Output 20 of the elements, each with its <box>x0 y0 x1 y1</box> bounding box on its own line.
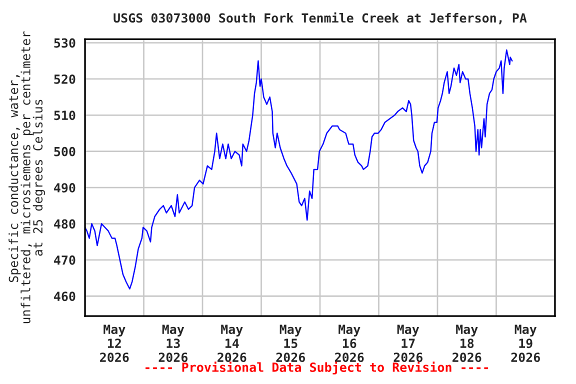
y-tick-label: 500 <box>54 146 76 156</box>
x-tick-label: May 13 2026 <box>158 324 188 362</box>
x-tick-label: May 12 2026 <box>100 324 129 362</box>
x-tick-label: May 17 2026 <box>394 324 422 362</box>
y-axis-title: Specific conductance, water, unfiltered, microsiemens per centimeter at 25 degrees Celsius <box>8 31 46 324</box>
y-tick-label: 530 <box>54 38 76 48</box>
y-tick-label: 480 <box>54 219 76 229</box>
y-tick-label: 470 <box>54 255 76 265</box>
x-tick-label: May 14 2026 <box>218 324 246 362</box>
x-tick-label: May 19 2026 <box>511 324 540 362</box>
chart-title: USGS 03073000 South Fork Tenmile Creek at Jefferson, PA <box>114 12 527 24</box>
x-tick-label: May 15 2026 <box>276 324 305 362</box>
y-tick-label: 520 <box>54 74 76 84</box>
y-tick-label: 490 <box>54 183 76 193</box>
text: ---- Provisional Data Subject to Revision ---- <box>146 362 488 374</box>
y-tick-label: 460 <box>54 292 76 302</box>
x-tick-label: May 16 2026 <box>335 324 364 362</box>
line-series <box>85 49 513 290</box>
x-tick-label: May 18 2026 <box>452 324 482 362</box>
y-tick-label: 510 <box>54 110 76 120</box>
